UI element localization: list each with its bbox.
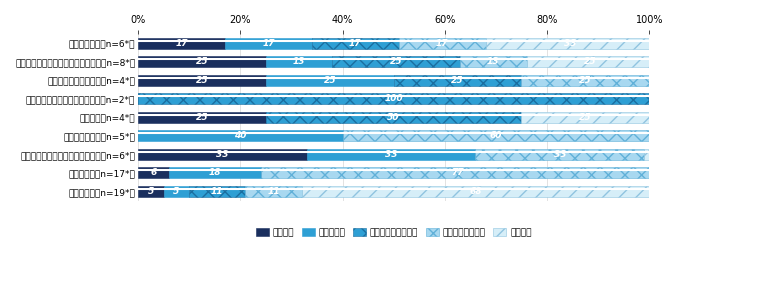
Bar: [649, 75, 762, 86]
Text: 25: 25: [584, 57, 597, 66]
Bar: [225, 38, 312, 49]
Text: 6: 6: [150, 168, 156, 177]
Bar: [138, 130, 342, 142]
Text: 68: 68: [469, 187, 482, 196]
Text: 100: 100: [384, 94, 403, 103]
Bar: [644, 149, 762, 160]
Text: 13: 13: [293, 57, 306, 66]
Text: 33: 33: [564, 39, 576, 48]
Text: 33: 33: [385, 150, 397, 159]
Text: 17: 17: [175, 39, 187, 48]
Text: 25: 25: [451, 76, 464, 85]
Text: 11: 11: [211, 187, 223, 196]
Text: 17: 17: [349, 39, 361, 48]
Text: 5: 5: [173, 187, 180, 196]
Bar: [164, 186, 189, 197]
Bar: [138, 112, 266, 123]
Text: 77: 77: [451, 168, 464, 177]
Bar: [312, 38, 399, 49]
Bar: [138, 186, 164, 197]
Text: 5: 5: [148, 187, 154, 196]
Bar: [138, 56, 266, 67]
Text: 25: 25: [579, 76, 591, 85]
Bar: [138, 93, 649, 104]
Text: 25: 25: [324, 76, 336, 85]
Text: 17: 17: [262, 39, 274, 48]
Bar: [261, 167, 655, 178]
Bar: [266, 112, 521, 123]
Bar: [521, 112, 649, 123]
Bar: [266, 56, 332, 67]
Bar: [460, 56, 527, 67]
Text: 25: 25: [196, 76, 208, 85]
Text: 25: 25: [707, 76, 719, 85]
Bar: [342, 130, 649, 142]
Bar: [521, 75, 649, 86]
Text: 25: 25: [196, 113, 208, 122]
Bar: [245, 186, 302, 197]
Text: 25: 25: [390, 57, 402, 66]
Text: 50: 50: [387, 113, 400, 122]
Bar: [399, 38, 485, 49]
Bar: [475, 149, 644, 160]
Bar: [394, 75, 521, 86]
Bar: [307, 149, 475, 160]
Bar: [138, 167, 168, 178]
Text: 13: 13: [487, 57, 500, 66]
Bar: [189, 186, 245, 197]
Bar: [168, 167, 261, 178]
Text: 60: 60: [490, 131, 502, 140]
Text: 25: 25: [579, 113, 591, 122]
Text: 11: 11: [267, 187, 280, 196]
Text: 40: 40: [234, 131, 247, 140]
Bar: [138, 75, 266, 86]
Text: 33: 33: [722, 150, 735, 159]
Bar: [332, 56, 460, 67]
Legend: 多かった, 少しあった, どちらともいえない, ほとんどなかった, なかった: 多かった, 少しあった, どちらともいえない, ほとんどなかった, なかった: [252, 225, 535, 241]
Text: 25: 25: [196, 57, 208, 66]
Bar: [527, 56, 655, 67]
Bar: [138, 38, 225, 49]
Text: 33: 33: [553, 150, 566, 159]
Bar: [138, 149, 307, 160]
Bar: [266, 75, 394, 86]
Text: 33: 33: [216, 150, 229, 159]
Bar: [302, 186, 649, 197]
Text: 17: 17: [436, 39, 448, 48]
Bar: [485, 38, 655, 49]
Text: 18: 18: [209, 168, 221, 177]
